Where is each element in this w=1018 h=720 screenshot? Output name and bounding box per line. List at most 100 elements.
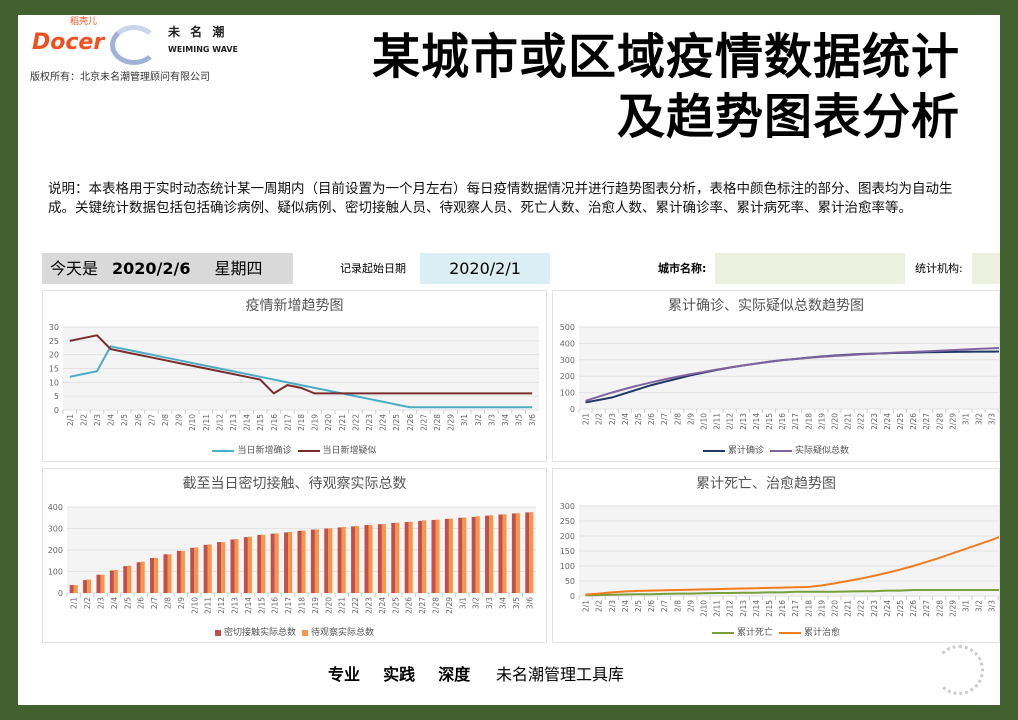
bar <box>230 539 235 593</box>
bar <box>73 585 78 593</box>
start-date-input[interactable]: 2020/2/1 <box>420 253 550 284</box>
legend-swatch <box>711 631 734 634</box>
bar <box>310 529 315 593</box>
start-date-label: 记录起始日期 <box>340 262 406 275</box>
x-tick-label: 3/2 <box>975 413 984 425</box>
x-tick-label: 2/15 <box>256 414 265 431</box>
chart-contacts-observation[interactable]: 0 100 200 300 400 2/1 2/2 2/3 2/4 2/5 2/6 2/7 2/8 2/9… <box>42 468 547 643</box>
legend-label: 当日新增确诊 <box>237 446 292 456</box>
x-tick-label: 2/17 <box>791 600 800 617</box>
org-input[interactable] <box>972 253 1000 284</box>
x-tick-label: 2/9 <box>175 414 184 426</box>
bar <box>69 585 74 593</box>
legend: 累计确诊 实际疑似总数 <box>553 445 999 457</box>
chart-title: 疫情新增趋势图 <box>245 298 344 314</box>
bar <box>391 522 396 593</box>
x-tick-label: 2/15 <box>257 597 266 614</box>
x-tick-label: 2/13 <box>231 597 240 614</box>
x-tick-label: 2/11 <box>713 413 722 430</box>
x-tick-label: 2/3 <box>608 600 617 612</box>
x-tick-label: 2/28 <box>935 600 944 617</box>
y-tick-label: 100 <box>560 389 575 398</box>
x-tick-label: 2/23 <box>870 413 879 430</box>
bar <box>515 513 520 593</box>
x-tick-label: 3/6 <box>525 597 534 609</box>
y-tick-label: 150 <box>560 547 575 556</box>
legend-swatch <box>297 449 320 452</box>
x-tick-label: 2/6 <box>137 597 146 609</box>
x-tick-label: 2/3 <box>608 413 617 425</box>
x-tick-label: 2/1 <box>582 600 591 612</box>
legend-label: 累计治愈 <box>804 628 841 638</box>
chart-daily-new[interactable]: 0 5 10 15 20 25 30 2/1 2/2 2/3 2/4 2/5 2/6 2/7 2/8 2/9 2… <box>42 290 547 462</box>
bar <box>395 522 400 593</box>
city-input[interactable] <box>715 253 905 284</box>
x-tick-label: 2/13 <box>739 413 748 430</box>
x-tick-label: 2/4 <box>621 413 630 425</box>
chart-death-cure[interactable]: 0 50 100 150 200 250 300 2/1 2/2 2/3 2/4 2/5 2/6 2/7 2… <box>552 468 1000 643</box>
x-tick-label: 3/1 <box>961 600 970 612</box>
bar <box>180 550 185 593</box>
x-tick-label: 2/10 <box>699 600 708 617</box>
x-tick-label: 2/21 <box>844 600 853 617</box>
bar <box>502 514 507 593</box>
x-tick-label: 2/2 <box>595 413 604 425</box>
bar <box>364 525 369 593</box>
y-tick-label: 400 <box>48 503 63 512</box>
x-tick-label: 3/1 <box>961 413 970 425</box>
bar <box>471 516 476 593</box>
x-tick-label: 2/27 <box>419 414 428 431</box>
x-tick-label: 2/17 <box>283 414 292 431</box>
bar <box>83 580 88 593</box>
legend-item: 当日新增确诊 <box>212 446 292 456</box>
x-tick-label: 2/8 <box>164 597 173 609</box>
bar <box>163 554 168 593</box>
bar <box>324 528 329 593</box>
x-tick-label: 2/24 <box>379 414 388 431</box>
docer-logo-cn: 稻壳儿 <box>70 17 98 27</box>
x-tick-label: 2/20 <box>324 414 333 431</box>
bar <box>489 515 494 593</box>
x-tick-label: 2/7 <box>150 597 159 609</box>
brand-name: 未 名 潮 <box>168 25 228 39</box>
series-line <box>69 345 533 409</box>
x-tick-label: 2/6 <box>647 413 656 425</box>
x-tick-label: 2/28 <box>433 414 442 431</box>
legend-item: 密切接触实际总数 <box>214 628 296 638</box>
x-tick-label: 3/5 <box>515 414 524 426</box>
today-cell: 今天是 2020/2/6 星期四 <box>42 253 293 284</box>
bar <box>408 521 413 593</box>
x-tick-label: 2/21 <box>844 413 853 430</box>
x-tick-label: 2/19 <box>817 600 826 617</box>
x-tick-label: 3/2 <box>472 597 481 609</box>
city-label: 城市名称: <box>658 262 707 275</box>
x-tick-label: 2/29 <box>447 414 456 431</box>
x-tick-label: 2/26 <box>909 413 918 430</box>
chart-svg: 0 50 100 150 200 250 300 2/1 2/2 2/3 2/4 2/5 2/6 2/7 2… <box>560 502 999 617</box>
x-tick-label: 2/26 <box>909 600 918 617</box>
bar <box>96 574 101 593</box>
x-tick-label: 2/5 <box>634 600 643 612</box>
bar <box>444 518 449 593</box>
x-tick-label: 2/22 <box>351 597 360 614</box>
legend-item: 累计死亡 <box>711 628 773 638</box>
x-tick-label: 2/2 <box>83 597 92 609</box>
y-tick-label: 0 <box>58 589 63 598</box>
x-tick-label: 2/4 <box>621 600 630 612</box>
bar <box>355 525 360 593</box>
series-line <box>585 347 999 402</box>
legend-label: 累计确诊 <box>727 446 764 456</box>
chart-cumulative-confirmed[interactable]: 0 100 200 300 400 500 2/1 2/2 2/3 2/4 2/5 2/6 2/7 2/8… <box>552 290 1000 462</box>
bar <box>150 557 155 593</box>
x-tick-label: 2/5 <box>123 597 132 609</box>
x-tick-label: 2/21 <box>338 597 347 614</box>
copyright: 版权所有：北京未名潮管理顾问有限公司 <box>30 72 210 83</box>
y-tick-label: 0 <box>570 592 575 601</box>
x-tick-label: 2/11 <box>713 600 722 617</box>
bar <box>431 519 436 593</box>
bar <box>301 530 306 593</box>
legend: 密切接触实际总数 待观察实际总数 <box>43 627 546 639</box>
x-tick-label: 2/7 <box>660 600 669 612</box>
x-tick-label: 2/14 <box>752 413 761 430</box>
x-tick-label: 2/1 <box>582 413 591 425</box>
